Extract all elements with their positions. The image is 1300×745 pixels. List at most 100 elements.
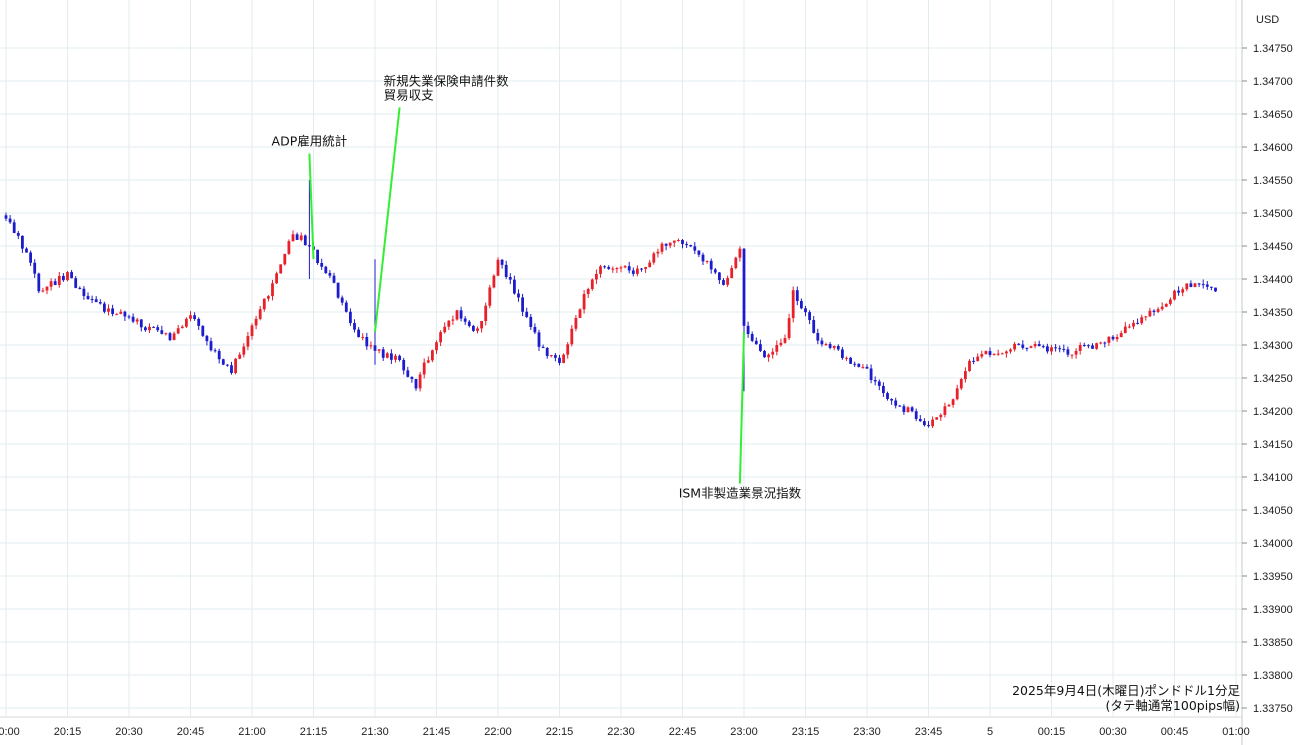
candle-body bbox=[804, 308, 807, 313]
candle-body bbox=[697, 250, 701, 255]
candle-body bbox=[431, 350, 434, 361]
candle-body bbox=[258, 309, 262, 319]
candle-body bbox=[1197, 283, 1201, 285]
candle-body bbox=[148, 326, 151, 331]
candle-body bbox=[795, 290, 799, 301]
candle-body bbox=[209, 341, 213, 351]
candle-body bbox=[353, 323, 356, 330]
candle-body bbox=[414, 378, 418, 389]
candle-body bbox=[906, 407, 910, 413]
candle-body bbox=[180, 326, 184, 329]
candle-body bbox=[172, 333, 176, 341]
candle-body bbox=[652, 253, 656, 263]
candle-body bbox=[139, 319, 143, 328]
time-tick-label: 00:15 bbox=[1038, 726, 1066, 738]
candle-body bbox=[480, 321, 483, 329]
candle-body bbox=[992, 354, 996, 356]
price-tick-label: 1.34400 bbox=[1253, 274, 1293, 286]
candle-body bbox=[53, 281, 57, 285]
candle-body bbox=[558, 357, 561, 363]
candle-body bbox=[488, 287, 492, 306]
price-tick-label: 1.33950 bbox=[1253, 571, 1293, 583]
candle-body bbox=[472, 325, 475, 331]
time-tick-label: 01:00 bbox=[1222, 726, 1250, 738]
candle-body bbox=[123, 311, 127, 317]
candle-body bbox=[1201, 284, 1205, 286]
candle-body bbox=[718, 272, 721, 281]
candle-body bbox=[742, 248, 746, 326]
candle-body bbox=[504, 264, 508, 277]
candle-body bbox=[951, 399, 955, 405]
currency-label: USD bbox=[1256, 14, 1279, 26]
candle-body bbox=[164, 333, 168, 335]
price-tick-label: 1.33850 bbox=[1253, 637, 1293, 649]
candle-body bbox=[869, 368, 873, 380]
candle-body bbox=[467, 321, 471, 326]
candle-body bbox=[586, 288, 590, 294]
candle-body bbox=[1087, 345, 1090, 347]
price-tick-label: 1.34750 bbox=[1253, 43, 1293, 55]
candle-body bbox=[648, 262, 652, 268]
candle-body bbox=[1132, 322, 1135, 327]
candle-body bbox=[1205, 284, 1209, 287]
candle-body bbox=[435, 342, 438, 351]
candle-body bbox=[369, 345, 373, 347]
price-tick-label: 1.33800 bbox=[1253, 670, 1293, 682]
time-tick-label: 00:30 bbox=[1099, 726, 1127, 738]
time-tick-label: 22:00 bbox=[484, 726, 512, 738]
candle-body bbox=[205, 335, 209, 342]
price-tick-label: 1.34600 bbox=[1253, 142, 1293, 154]
time-tick-label: 21:15 bbox=[300, 726, 328, 738]
candle-body bbox=[324, 266, 328, 274]
candle-body bbox=[738, 248, 742, 258]
candle-body bbox=[221, 359, 225, 365]
candle-body bbox=[328, 273, 332, 276]
candle-body bbox=[242, 346, 246, 355]
candle-body bbox=[189, 315, 192, 319]
candle-body bbox=[533, 327, 537, 333]
time-tick-label: 21:30 bbox=[361, 726, 389, 738]
candle-body bbox=[176, 328, 180, 334]
candle-body bbox=[1210, 286, 1213, 288]
time-tick-label: 00:45 bbox=[1161, 726, 1189, 738]
candle-body bbox=[1074, 350, 1078, 355]
candle-body bbox=[644, 267, 647, 269]
candle-body bbox=[447, 320, 451, 327]
candle-body bbox=[66, 272, 69, 281]
candle-body bbox=[1185, 283, 1189, 290]
time-tick-label: 23:00 bbox=[730, 726, 758, 738]
candle-body bbox=[385, 353, 389, 358]
candle-body bbox=[636, 268, 639, 274]
candle-body bbox=[734, 257, 738, 269]
candle-body bbox=[197, 318, 201, 326]
candle-body bbox=[672, 240, 676, 243]
candle-body bbox=[357, 329, 360, 338]
candle-body bbox=[406, 370, 410, 377]
candle-body bbox=[25, 248, 28, 253]
candle-body bbox=[681, 240, 684, 245]
candle-body bbox=[49, 281, 53, 287]
candle-body bbox=[968, 360, 971, 372]
candle-body bbox=[373, 345, 377, 351]
candle-body bbox=[1111, 336, 1115, 340]
price-tick-label: 1.34200 bbox=[1253, 406, 1293, 418]
candle-body bbox=[340, 297, 344, 303]
candle-body bbox=[1025, 347, 1029, 349]
candle-body bbox=[640, 268, 643, 270]
candle-body bbox=[615, 268, 619, 270]
candle-body bbox=[943, 406, 947, 415]
candle-body bbox=[656, 251, 660, 254]
candle-body bbox=[1177, 290, 1180, 293]
candle-body bbox=[410, 376, 414, 379]
candle-body bbox=[767, 354, 770, 358]
candle-body bbox=[320, 263, 324, 267]
candle-body bbox=[570, 328, 574, 345]
candle-body bbox=[439, 332, 442, 343]
price-tick-label: 1.34250 bbox=[1253, 373, 1293, 385]
candle-body bbox=[664, 243, 668, 246]
candle-body bbox=[1103, 342, 1107, 344]
candle-body bbox=[246, 336, 250, 347]
price-tick-label: 1.34450 bbox=[1253, 241, 1293, 253]
candle-body bbox=[16, 232, 20, 236]
